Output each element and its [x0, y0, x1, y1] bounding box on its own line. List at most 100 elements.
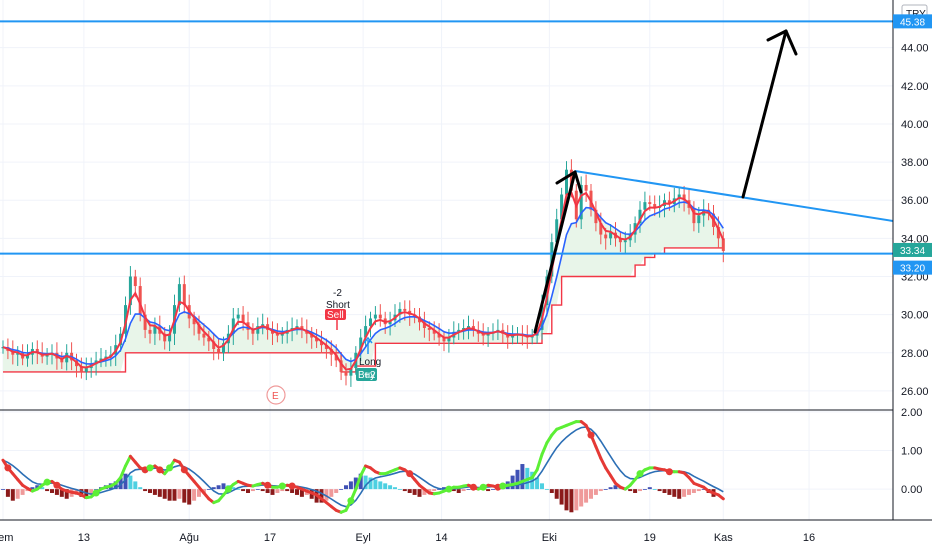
descending-trendline[interactable] [574, 170, 894, 222]
oscillator-segment [609, 474, 617, 485]
up-arrow-short[interactable] [533, 170, 583, 334]
histogram-bar [515, 469, 520, 490]
price-tick-label: 38.00 [901, 157, 929, 169]
candle-body [555, 219, 559, 243]
oscillator-cross-dot [92, 489, 100, 497]
oscillator-cross-dot [278, 482, 286, 490]
oscillator-segment [119, 464, 127, 480]
oscillator-cross-dot [166, 464, 174, 472]
oscillator-pane[interactable] [1, 420, 725, 514]
candle-body [324, 345, 328, 349]
candle-body [569, 169, 573, 191]
candle-body [202, 333, 206, 338]
histogram-bar [35, 485, 40, 490]
histogram-bar [143, 489, 148, 492]
histogram-bar [50, 489, 54, 493]
histogram-bar [255, 489, 260, 490]
histogram-bar [162, 489, 167, 499]
histogram-bar [682, 489, 687, 497]
price-tag-resistance-text: 45.38 [900, 17, 925, 28]
candle-body [168, 333, 172, 342]
earnings-event-marker[interactable]: E [266, 385, 286, 405]
candle-body [197, 324, 201, 334]
candle-body [638, 209, 642, 224]
time-tick-label: 17 [264, 532, 276, 544]
candle-body [84, 368, 88, 372]
histogram-bar [628, 489, 633, 492]
histogram-bar [451, 489, 456, 492]
time-tick-label: Ağu [179, 532, 199, 544]
histogram-bar [324, 489, 329, 501]
candle-body [604, 234, 608, 239]
candle-body [511, 335, 515, 338]
histogram-bar [319, 489, 324, 503]
histogram-bar [89, 489, 94, 495]
oscillator-cross-dot [264, 481, 272, 489]
candle-body [148, 329, 152, 334]
price-tag-last[interactable]: 33.34 [893, 242, 932, 257]
oscillator-cross-dot [469, 483, 477, 491]
candle-body [677, 194, 681, 199]
histogram-bar [662, 489, 667, 493]
price-tick-label: 26.00 [901, 386, 929, 398]
up-arrow-target[interactable] [741, 29, 798, 199]
histogram-bar [544, 489, 549, 490]
histogram-bar [280, 489, 285, 492]
candle-body [373, 314, 377, 319]
histogram-bar [638, 489, 642, 492]
buy-badge[interactable]: Buy +2 [356, 368, 377, 381]
candle-body [212, 341, 216, 349]
histogram-bar [667, 489, 672, 495]
candle-body [432, 329, 436, 334]
histogram-bar [417, 489, 422, 497]
price-gridlines [0, 0, 893, 520]
candle-body [315, 337, 319, 342]
histogram-bar [598, 489, 603, 492]
candle-body [329, 348, 333, 355]
time-axis[interactable]: Tem 13 Ağu 17 Eyl 14 Eki 19 Kas 16 [0, 532, 815, 544]
price-tag-resistance[interactable]: 45.38 [893, 14, 932, 29]
histogram-bar [206, 489, 211, 490]
histogram-bar [250, 489, 255, 492]
histogram-bar [608, 487, 613, 490]
histogram-bar [236, 489, 241, 490]
candle-body [35, 348, 39, 353]
histogram-bar [344, 485, 348, 490]
histogram-bar [128, 475, 133, 490]
candle-body [163, 333, 167, 342]
candle-body [653, 204, 657, 208]
sell-badge[interactable]: Sell [325, 309, 346, 321]
price-pane[interactable]: -2 Short Sell Long Buy +2 E [0, 20, 894, 405]
histogram-bar [182, 489, 187, 503]
price-tag-support[interactable]: 33.20 [893, 260, 932, 275]
histogram-bar [172, 489, 177, 501]
candle-body [565, 169, 568, 195]
candle-body [697, 215, 701, 224]
oscillator-tick-label: 1.00 [901, 446, 922, 458]
candle-body [716, 226, 720, 239]
candle-body [437, 333, 441, 338]
histogram-bar [348, 481, 353, 490]
oscillator-cross-dot [53, 481, 61, 489]
histogram-bar [353, 477, 358, 490]
histogram-bar [593, 489, 598, 495]
oscillator-cross-dot [288, 482, 296, 490]
histogram-bar [197, 489, 201, 497]
histogram-bar [633, 489, 638, 493]
histogram-bar [157, 489, 162, 497]
price-axis[interactable]: 26.0028.0030.0032.0034.0036.0038.0040.00… [901, 43, 929, 398]
histogram-bar [491, 489, 495, 490]
candle-body [99, 358, 103, 361]
candle-body [609, 232, 613, 239]
histogram-bar [113, 481, 118, 490]
price-tick-label: 28.00 [901, 348, 929, 360]
histogram-bar [15, 489, 20, 499]
oscillator-cross-dot [224, 485, 232, 493]
oscillator-segment [359, 464, 368, 478]
oscillator-axis[interactable]: 2.00 1.00 0.00 [901, 407, 922, 496]
candle-body [207, 337, 211, 342]
candle-body [422, 322, 426, 328]
histogram-bar [148, 489, 152, 493]
candle-body [643, 202, 647, 210]
